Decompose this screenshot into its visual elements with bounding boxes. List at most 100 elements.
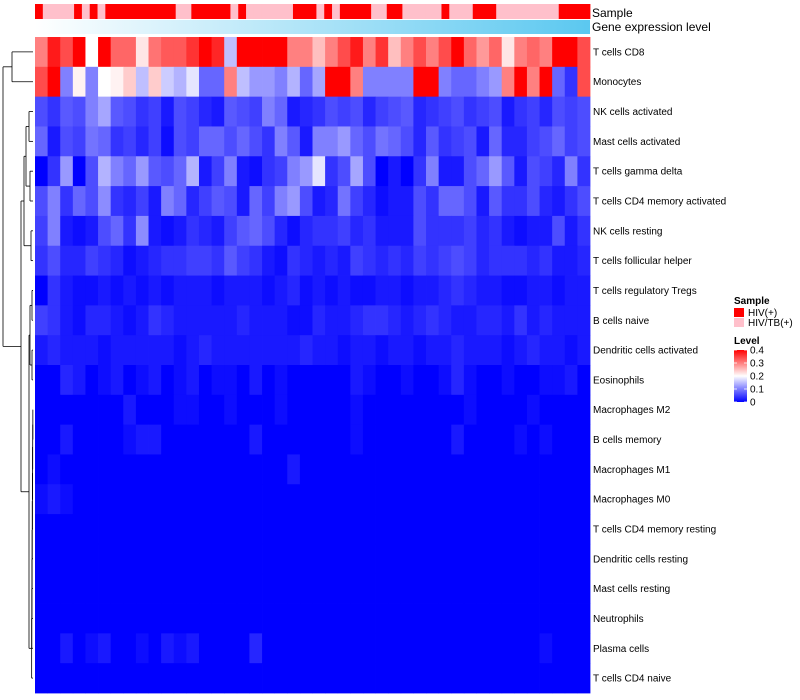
heatmap-cell	[489, 365, 503, 396]
heatmap-cell	[198, 633, 212, 664]
heatmap-cell	[47, 424, 61, 455]
legend-sample-items: HIV(+)HIV/TB(+)	[734, 308, 793, 329]
heatmap-cell	[400, 633, 414, 664]
sample-annotation-cell	[42, 4, 52, 19]
heatmap-cell	[299, 96, 313, 127]
row-label: Dendritic cells activated	[593, 346, 698, 357]
heatmap-cell	[148, 543, 162, 575]
sample-annotation-cell	[316, 4, 325, 19]
heatmap-cell	[161, 543, 175, 575]
heatmap-cell	[35, 156, 49, 187]
sample-annotation-cell	[449, 4, 458, 19]
heatmap-cell	[337, 96, 351, 127]
heatmap-cell	[60, 484, 74, 515]
heatmap-cell	[552, 126, 566, 157]
heatmap-cell	[198, 365, 212, 396]
heatmap-cell	[476, 663, 490, 694]
heatmap-cell	[552, 543, 566, 575]
heatmap-cell	[85, 633, 99, 664]
heatmap-cell	[72, 394, 86, 426]
heatmap-cell	[362, 573, 376, 604]
heatmap-cell	[438, 37, 452, 68]
heatmap-cell	[135, 66, 149, 98]
heatmap-cell	[476, 305, 490, 336]
heatmap-cell	[287, 96, 301, 127]
heatmap-cell	[426, 424, 440, 455]
heatmap-cell	[577, 603, 591, 634]
heatmap-cell	[148, 126, 162, 157]
heatmap-cell	[426, 66, 440, 98]
heatmap-cell	[526, 245, 540, 276]
heatmap-cell	[262, 126, 276, 157]
heatmap-cell	[539, 424, 553, 455]
heatmap-cell	[362, 245, 376, 276]
heatmap-cell	[539, 126, 553, 157]
heatmap-cell	[123, 394, 137, 426]
heatmap-cell	[211, 66, 225, 98]
heatmap-cell	[173, 245, 187, 276]
heatmap-cell	[224, 305, 238, 336]
heatmap-cell	[400, 37, 414, 68]
heatmap-cell	[476, 186, 490, 217]
heatmap-cell	[413, 543, 427, 575]
heatmap-cell	[98, 573, 112, 604]
legend-level-scale: 0.4 0.3 0.2 0.1 0	[734, 346, 764, 409]
heatmap-cell	[388, 424, 402, 455]
heatmap-cell	[337, 484, 351, 515]
heatmap-cell	[526, 275, 540, 306]
heatmap-cell	[388, 365, 402, 396]
heatmap-cell	[312, 514, 326, 545]
sample-annotation-cell	[222, 4, 231, 19]
heatmap-cell	[375, 633, 389, 664]
heatmap-cell	[211, 37, 225, 68]
heatmap-cell	[287, 37, 301, 68]
heatmap-cell	[198, 484, 212, 515]
heatmap-cell	[110, 335, 124, 366]
heatmap-cell	[224, 215, 238, 247]
sample-annotation-cell	[496, 4, 505, 19]
heatmap-cell	[72, 514, 86, 545]
heatmap-cell	[198, 573, 212, 604]
heatmap-cell	[526, 126, 540, 157]
heatmap-cell	[173, 215, 187, 247]
heatmap-cell	[526, 573, 540, 604]
heatmap-cell	[299, 543, 313, 575]
heatmap-cell	[375, 37, 389, 68]
heatmap-cell	[501, 543, 515, 575]
heatmap-cell	[35, 394, 49, 426]
heatmap-cell	[337, 305, 351, 336]
heatmap-cell	[451, 514, 465, 545]
heatmap-cell	[287, 424, 301, 455]
heatmap-cell	[186, 543, 200, 575]
heatmap-cell	[526, 186, 540, 217]
heatmap-cell	[463, 156, 477, 187]
heatmap-cell	[161, 335, 175, 366]
heatmap-cell	[249, 365, 263, 396]
heatmap-cell	[413, 394, 427, 426]
heatmap-cell	[526, 335, 540, 366]
sample-annotation-cell	[332, 4, 341, 19]
heatmap-cell	[413, 186, 427, 217]
heatmap-cell	[350, 245, 364, 276]
heatmap-cell	[299, 126, 313, 157]
heatmap-cell	[249, 394, 263, 426]
heatmap-cell	[249, 454, 263, 485]
heatmap-cell	[501, 96, 515, 127]
heatmap-cell	[110, 186, 124, 217]
heatmap-cell	[135, 454, 149, 485]
heatmap-cell	[47, 514, 61, 545]
heatmap-cell	[224, 245, 238, 276]
heatmap-cell	[98, 663, 112, 694]
heatmap-cell	[35, 335, 49, 366]
heatmap-cell	[236, 663, 250, 694]
heatmap-cell	[337, 365, 351, 396]
heatmap-cell	[211, 186, 225, 217]
heatmap-cell	[161, 126, 175, 157]
heatmap-cell	[135, 424, 149, 455]
heatmap-cell	[47, 66, 61, 98]
heatmap-cell	[262, 66, 276, 98]
heatmap-cell	[186, 245, 200, 276]
heatmap-cell	[362, 275, 376, 306]
sample-annotation-cell	[167, 4, 177, 19]
heatmap-cell	[173, 663, 187, 694]
